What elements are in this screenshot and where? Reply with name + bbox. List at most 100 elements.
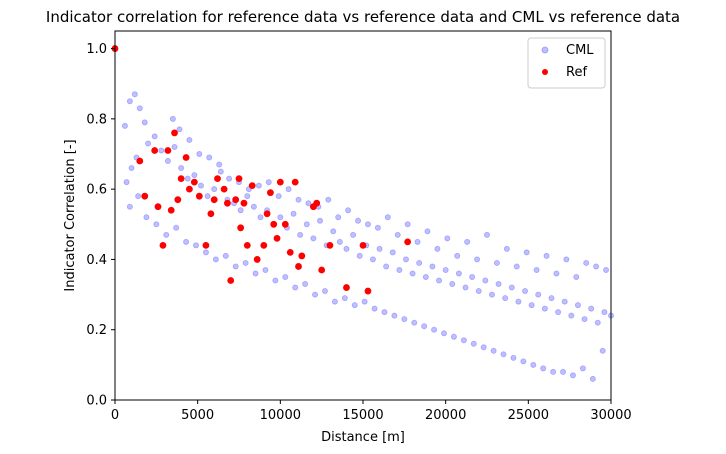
- cml-point: [474, 256, 481, 263]
- cml-point: [462, 284, 469, 291]
- cml-point: [186, 136, 193, 143]
- cml-point: [310, 235, 317, 242]
- y-tick-label: 1.0: [86, 42, 107, 57]
- cml-point: [563, 256, 570, 263]
- cml-point: [483, 231, 490, 238]
- legend-marker-cml: [541, 46, 549, 54]
- cml-point: [416, 259, 423, 266]
- cml-point: [495, 281, 502, 288]
- cml-point: [579, 365, 586, 372]
- ref-point: [263, 210, 271, 218]
- ref-point: [253, 256, 261, 263]
- ref-point: [276, 178, 284, 186]
- cml-point: [176, 126, 183, 133]
- ref-point: [267, 189, 274, 197]
- ref-point: [214, 175, 221, 183]
- cml-point: [312, 291, 319, 298]
- cml-point: [469, 273, 476, 280]
- cml-point: [561, 298, 568, 305]
- cml-point: [325, 196, 332, 203]
- cml-point: [422, 273, 429, 280]
- cml-point: [530, 361, 537, 368]
- cml-point: [522, 288, 529, 295]
- cml-point: [262, 266, 269, 273]
- ref-point: [326, 241, 334, 249]
- cml-point: [202, 249, 209, 256]
- cml-point: [429, 263, 436, 270]
- cml-point: [275, 193, 282, 200]
- ref-point: [195, 192, 203, 200]
- cml-point: [265, 179, 272, 186]
- cml-point: [391, 312, 398, 319]
- ref-point: [404, 238, 412, 246]
- cml-point: [272, 277, 279, 284]
- cml-point: [384, 214, 391, 221]
- cml-point: [336, 238, 343, 245]
- cml-point: [409, 270, 416, 277]
- cml-point: [376, 245, 383, 252]
- ref-point: [151, 147, 159, 154]
- ref-point: [224, 199, 231, 207]
- x-tick-label: 0: [111, 408, 119, 423]
- cml-point: [520, 358, 527, 365]
- cml-point: [450, 333, 457, 340]
- cml-point: [242, 259, 249, 266]
- x-tick-label: 20000: [425, 408, 466, 423]
- cml-point: [183, 238, 190, 245]
- ref-point: [235, 175, 243, 183]
- cml-point: [441, 330, 448, 337]
- ref-point: [318, 266, 326, 274]
- ref-point: [136, 157, 144, 165]
- cml-point: [121, 122, 128, 129]
- cml-point: [321, 288, 328, 295]
- cml-point: [164, 158, 171, 165]
- cml-point: [460, 337, 467, 344]
- cml-point: [196, 150, 203, 157]
- ref-point: [164, 147, 172, 154]
- cml-point: [222, 252, 229, 259]
- x-tick-label: 15000: [342, 408, 383, 423]
- cml-point: [510, 354, 517, 361]
- cml-point: [543, 252, 550, 259]
- cml-point: [331, 298, 338, 305]
- cml-point: [503, 245, 510, 252]
- legend-label-ref: Ref: [566, 65, 587, 80]
- cml-point: [297, 231, 304, 238]
- ref-point: [177, 175, 185, 183]
- ref-point: [207, 210, 215, 218]
- cml-point: [341, 295, 348, 302]
- cml-point: [480, 344, 487, 351]
- cml-point: [302, 281, 309, 288]
- ref-point: [281, 220, 289, 228]
- ref-point: [248, 182, 256, 190]
- cml-point: [351, 302, 358, 309]
- x-axis-title: Distance [m]: [321, 430, 405, 445]
- cml-point: [237, 207, 244, 214]
- cml-point: [193, 242, 200, 249]
- cml-point: [569, 372, 576, 379]
- ref-point: [210, 196, 218, 204]
- cml-point: [593, 263, 600, 270]
- cml-point: [548, 295, 555, 302]
- cml-point: [290, 210, 297, 217]
- cml-point: [128, 165, 135, 172]
- cml-point: [553, 270, 560, 277]
- ref-point: [220, 185, 228, 193]
- cml-point: [488, 291, 495, 298]
- ref-point: [202, 241, 210, 249]
- cml-point: [464, 238, 471, 245]
- legend-label-cml: CML: [566, 43, 594, 58]
- cml-point: [126, 98, 133, 105]
- plot-background: [115, 31, 611, 400]
- ref-point: [273, 234, 281, 242]
- x-tick-label: 5000: [181, 408, 214, 423]
- cml-point: [482, 277, 489, 284]
- cml-point: [449, 281, 456, 288]
- cml-point: [282, 273, 289, 280]
- cml-point: [206, 154, 213, 161]
- x-tick-label: 10000: [260, 408, 301, 423]
- ref-point: [286, 248, 294, 256]
- cml-point: [508, 284, 515, 291]
- cml-point: [374, 224, 381, 231]
